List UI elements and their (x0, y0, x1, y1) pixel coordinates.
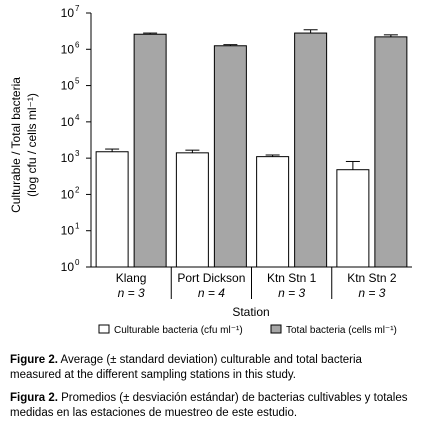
bar-total-0 (133, 33, 167, 268)
y-tick-exp-0: 0 (75, 258, 80, 267)
y-axis-title-line1: Culturable / Total bacteria (9, 77, 23, 213)
caption-en-text: Average (± standard deviation) culturabl… (10, 354, 362, 381)
y-tick-label-7: 10 (61, 6, 75, 20)
y-tick-label-4: 10 (61, 115, 75, 129)
bars (95, 29, 408, 268)
x-label-3: Ktn Stn 2 (347, 271, 397, 285)
figure-caption-spanish: Figura 2. Promedios (± desviación estánd… (10, 391, 414, 420)
sample-size-3: n = 3 (358, 286, 385, 300)
bar-total-2 (294, 32, 328, 268)
y-tick-exp-7: 7 (75, 4, 80, 13)
bar-culturable-1 (175, 152, 209, 268)
y-tick-exp-1: 1 (75, 222, 80, 231)
y-tick-exp-2: 2 (75, 185, 80, 194)
bar-culturable-2 (256, 156, 290, 268)
y-tick-exp-3: 3 (75, 149, 80, 158)
bar-chart: Culturable / Total bacteria (log cfu / c… (9, 4, 412, 336)
sample-size-2: n = 3 (278, 286, 305, 300)
x-label-0: Klang (116, 271, 147, 285)
y-tick-exp-5: 5 (75, 77, 80, 86)
sample-size-1: n = 4 (198, 286, 225, 300)
y-axis-title: Culturable / Total bacteria (log cfu / c… (9, 77, 39, 213)
y-tick-label-1: 10 (61, 224, 75, 238)
bar-culturable-3 (336, 169, 370, 268)
legend-swatch-0 (98, 324, 110, 334)
caption-es-label: Figura 2. (10, 392, 58, 404)
y-tick-label-0: 10 (61, 260, 75, 274)
y-tick-exp-4: 4 (75, 113, 80, 122)
bar-culturable-0 (95, 151, 129, 268)
y-tick-exp-6: 6 (75, 40, 80, 49)
y-tick-label-3: 10 (61, 151, 75, 165)
legend-label-1: Total bacteria (cells ml⁻¹) (286, 325, 397, 336)
y-tick-label-2: 10 (61, 187, 75, 201)
y-tick-label-5: 10 (61, 79, 75, 93)
sample-size-0: n = 3 (118, 286, 145, 300)
y-axis-title-line2: (log cfu / cells ml⁻¹) (25, 93, 39, 197)
x-label-1: Port Dickson (177, 271, 245, 285)
x-axis-title: Station (232, 305, 269, 319)
figure-caption-english: Figure 2. Average (± standard deviation)… (10, 353, 414, 382)
x-label-2: Ktn Stn 1 (267, 271, 317, 285)
bar-total-1 (213, 45, 247, 268)
caption-en-label: Figure 2. (10, 354, 58, 366)
legend: Culturable bacteria (cfu ml⁻¹) Total bact… (98, 324, 397, 336)
caption-es-text: Promedios (± desviación estándar) de bac… (10, 392, 408, 419)
y-tick-label-6: 10 (61, 42, 75, 56)
bar-total-3 (374, 36, 408, 268)
legend-swatch-1 (270, 324, 282, 334)
legend-label-0: Culturable bacteria (cfu ml⁻¹) (114, 325, 243, 336)
